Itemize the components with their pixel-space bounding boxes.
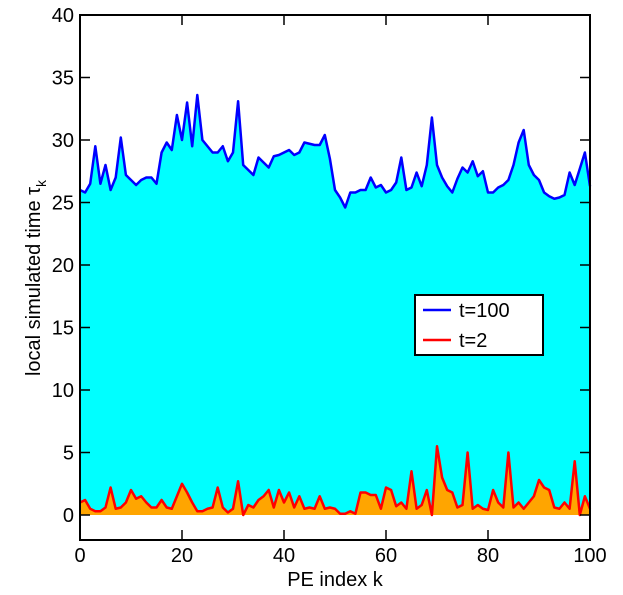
y-tick-label: 15 xyxy=(52,318,74,340)
y-tick-label: 10 xyxy=(52,380,74,402)
x-tick-label: 0 xyxy=(74,545,85,567)
y-label-subscript: k xyxy=(33,179,49,187)
legend-label: t=2 xyxy=(459,330,487,352)
x-tick-label: 100 xyxy=(573,545,606,567)
legend-box xyxy=(414,294,544,356)
x-tick-label: 80 xyxy=(477,545,499,567)
y-tick-label: 40 xyxy=(52,5,74,27)
x-tick-label: 40 xyxy=(273,545,295,567)
y-label-text: local simulated time τ xyxy=(23,187,45,376)
y-tick-label: 20 xyxy=(52,255,74,277)
y-axis-label: local simulated time τk xyxy=(23,179,49,376)
y-tick-label: 30 xyxy=(52,130,74,152)
x-tick-label: 20 xyxy=(171,545,193,567)
y-tick-label: 5 xyxy=(63,443,74,465)
y-tick-label: 35 xyxy=(52,68,74,90)
series-line xyxy=(79,445,592,517)
x-axis-label: PE index k xyxy=(287,569,384,591)
plot-frame xyxy=(79,14,591,541)
area-fill xyxy=(80,95,590,515)
y-tick-label: 25 xyxy=(52,193,74,215)
area-fill xyxy=(80,446,590,515)
x-tick-label: 60 xyxy=(375,545,397,567)
legend-label: t=100 xyxy=(459,300,510,322)
y-tick-label: 0 xyxy=(63,505,74,527)
series-line xyxy=(79,93,592,209)
